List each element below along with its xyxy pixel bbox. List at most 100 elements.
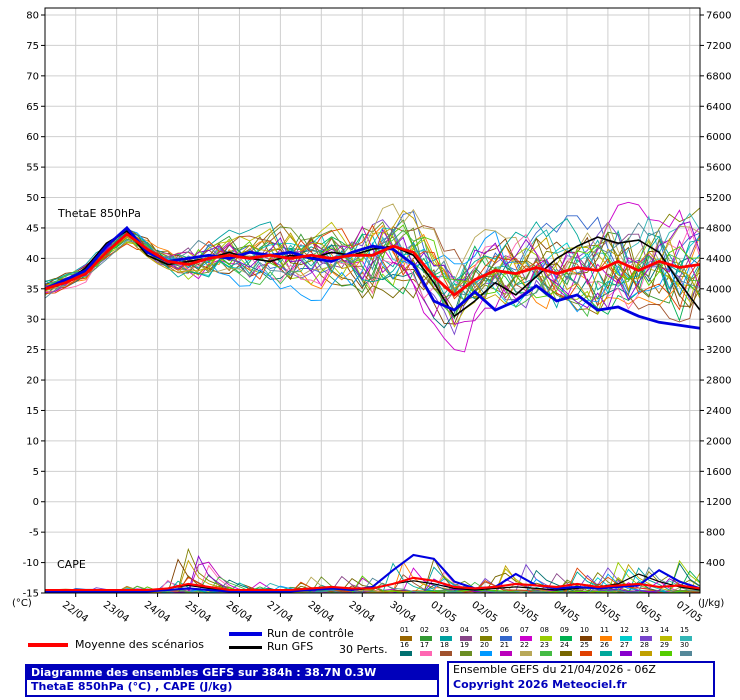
control-thetae-line — [44, 225, 701, 330]
x-tick-label: 24/04 — [142, 599, 172, 625]
pert-number: 04 — [460, 626, 469, 634]
left-tick-label: 0 — [33, 497, 39, 508]
plot-frame — [44, 7, 701, 594]
right-tick-label: 400 — [706, 558, 725, 569]
left-tick-label: 40 — [26, 254, 39, 265]
pert-number: 12 — [620, 626, 629, 634]
pert-swatch — [560, 651, 572, 656]
pert-number: 09 — [560, 626, 569, 634]
pert-swatch — [480, 651, 492, 656]
pert-number: 13 — [640, 626, 649, 634]
pert-swatch — [500, 651, 512, 656]
x-tick-label: 02/05 — [469, 599, 499, 625]
pert-number: 14 — [660, 626, 669, 634]
pert-number: 26 — [600, 641, 609, 649]
left-tick-label: -15 — [23, 589, 39, 600]
pert-swatch — [400, 636, 412, 641]
pert-swatch — [440, 636, 452, 641]
right-tick-label: 800 — [706, 528, 725, 539]
left-tick-label: 5 — [33, 467, 39, 478]
x-tick-label: 05/05 — [592, 599, 622, 625]
x-tick-label: 04/05 — [551, 599, 581, 625]
legend-perts-label: 30 Perts. — [339, 643, 388, 656]
pert-swatch — [600, 651, 612, 656]
gfs-thetae-line — [44, 229, 701, 318]
pert-swatch — [480, 636, 492, 641]
right-tick-label: 2000 — [706, 436, 731, 447]
pert-swatch — [560, 636, 572, 641]
x-tick-label: 23/04 — [101, 599, 131, 625]
right-tick-label: 6400 — [706, 102, 731, 113]
pert-swatch — [420, 651, 432, 656]
pert-number: 18 — [440, 641, 449, 649]
right-tick-label: 7200 — [706, 41, 731, 52]
left-tick-label: 15 — [26, 406, 39, 417]
right-tick-label: 5600 — [706, 163, 731, 174]
x-tick-label: 28/04 — [306, 599, 336, 625]
pert-swatch — [640, 651, 652, 656]
x-tick-label: 30/04 — [387, 599, 417, 625]
x-tick-label: 27/04 — [265, 599, 295, 625]
ensemble-member-cape-line — [44, 559, 701, 594]
diagram-title: Diagramme des ensembles GEFS sur 384h : … — [27, 666, 437, 680]
pert-number: 27 — [620, 641, 629, 649]
pert-swatch — [460, 651, 472, 656]
left-tick-label: 35 — [26, 284, 39, 295]
right-tick-label: 3600 — [706, 315, 731, 326]
right-tick-label: 2800 — [706, 376, 731, 387]
left-tick-label: 75 — [26, 41, 39, 52]
pert-number: 22 — [520, 641, 529, 649]
copyright-label[interactable]: Copyright 2026 Meteociel.fr — [453, 678, 627, 691]
right-tick-label: 5200 — [706, 193, 731, 204]
left-tick-label: 65 — [26, 102, 39, 113]
pert-number: 28 — [640, 641, 649, 649]
pert-number: 05 — [480, 626, 489, 634]
cape-annotation: CAPE — [57, 558, 86, 571]
pert-swatch — [640, 636, 652, 641]
left-tick-label: 55 — [26, 163, 39, 174]
legend-mean-swatch — [28, 643, 68, 647]
mean-thetae-line — [44, 232, 701, 297]
ensemble-member-thetae-line — [44, 221, 701, 310]
right-tick-label: 7600 — [706, 11, 731, 22]
x-tick-label: 29/04 — [347, 599, 377, 625]
pert-swatch — [540, 636, 552, 641]
x-tick-label: 26/04 — [224, 599, 254, 625]
run-info-box: Ensemble GEFS du 21/04/2026 - 06Z Copyri… — [447, 661, 715, 697]
x-tick-label: 25/04 — [183, 599, 213, 625]
ensemble-member-thetae-line — [44, 203, 701, 296]
ensemble-member-thetae-line — [44, 225, 701, 310]
pert-swatch — [620, 636, 632, 641]
x-tick-label: 22/04 — [60, 599, 90, 625]
ensemble-member-thetae-line — [44, 209, 701, 305]
pert-number: 02 — [420, 626, 429, 634]
left-tick-label: 60 — [26, 132, 39, 143]
ensemble-member-thetae-line — [44, 221, 701, 305]
pert-number: 10 — [580, 626, 589, 634]
left-axis-unit: (°C) — [12, 598, 32, 609]
left-tick-label: -5 — [29, 528, 39, 539]
x-tick-label: 01/05 — [428, 599, 458, 625]
pert-swatch — [680, 651, 692, 656]
ensemble-chart: 80757065605550454035302520151050-5-10-15… — [12, 7, 731, 625]
pert-swatch — [580, 651, 592, 656]
pert-swatch — [500, 636, 512, 641]
pert-swatch — [440, 651, 452, 656]
pert-number: 24 — [560, 641, 569, 649]
diagram-subtitle: ThetaE 850hPa (°C) , CAPE (J/kg) — [31, 680, 233, 693]
pert-swatch — [420, 636, 432, 641]
right-tick-label: 4000 — [706, 284, 731, 295]
left-tick-label: 80 — [26, 11, 39, 22]
left-tick-label: 70 — [26, 71, 39, 82]
left-tick-label: 50 — [26, 193, 39, 204]
pert-swatch — [600, 636, 612, 641]
ensemble-member-thetae-line — [44, 227, 701, 312]
left-tick-label: -10 — [23, 558, 39, 569]
thetae-annotation: ThetaE 850hPa — [57, 207, 141, 220]
x-tick-label: 03/05 — [510, 599, 540, 625]
pert-number: 15 — [680, 626, 689, 634]
pert-number: 29 — [660, 641, 669, 649]
pert-swatch — [660, 651, 672, 656]
legend-control-label: Run de contrôle — [267, 627, 354, 640]
